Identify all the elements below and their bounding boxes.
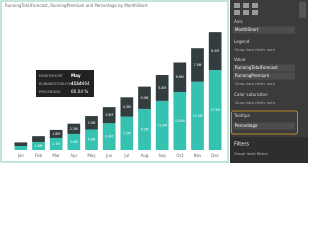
section-header: Value [234,57,246,62]
bar-segment [49,137,63,150]
bar-segment [208,32,222,71]
data-label: 13.0M [175,119,185,123]
tooltip-field[interactable]: Percentage [235,123,258,128]
section-header: Axis [234,19,243,24]
visual-border [0,0,229,163]
data-label: 2.3M [70,127,78,131]
x-tick-label: Jan [17,153,25,158]
bar-segment [85,129,98,150]
data-label: 4.6M [88,138,96,142]
data-label: 2.7M [52,142,60,146]
tooltip-label: RUNNINGTOTALFORECAST [39,82,83,86]
tooltip-box [36,70,94,97]
placeholder: Drag data fields here [235,100,276,105]
bar-segment [85,116,98,130]
bar-segment [191,48,204,82]
scroll-tab[interactable] [299,2,306,18]
x-tick-label: May [87,153,96,158]
value-field[interactable]: RunningPremium [235,73,269,78]
data-label: 5.0M [141,96,149,100]
data-label: 6.0M [105,135,113,139]
bar-segment [120,116,134,150]
plot: Jan Feb 1.8M Mar 2.7M 1.8M Apr 3.6M 2.3M May 4.6M 3… [14,32,222,158]
data-label: 11.0M [157,123,167,127]
bar-segment [14,142,28,146]
data-label: 8.5M [211,49,219,53]
placeholder: Drag data fields here [235,81,276,86]
page: RunningTotalForecast, RunningPremium and… [0,0,308,163]
icon[interactable] [252,3,258,8]
data-label: 3.0M [88,121,96,125]
data-label: 4.3M [123,105,131,109]
x-tick-label: Feb [35,153,43,158]
icon[interactable] [234,10,240,15]
bar-segment [102,107,116,124]
bar-segment [138,86,151,109]
data-label: 6.6M [176,75,184,79]
panel-icons [234,3,258,15]
panel-fields: Axis MonthShort Legend Drag data fields her… [230,19,308,163]
icon[interactable] [234,3,240,8]
data-label: 1.8M [52,132,60,136]
data-label: 7.5M [194,63,202,67]
screen: RunningTotalForecast, RunningPremium and… [0,0,308,163]
chart-title: RunningTotalForecast, RunningPremium and… [5,3,148,8]
bar-segment [67,133,81,150]
x-tick-label: Apr [70,153,77,158]
icon[interactable] [252,10,258,15]
tooltip-value: 60.04 % [71,89,88,94]
bar-segment [155,100,169,150]
section-header: Color saturation [234,92,268,97]
bar-segment [67,123,81,134]
x-tick-label: Aug [141,153,149,158]
tooltip-value: May [71,73,81,78]
tooltip-field-box[interactable] [233,122,295,130]
x-tick-label: Dec [211,153,219,158]
bar-segment [32,136,45,142]
bar-segment [155,75,169,101]
placeholder: Drag data fields here [235,47,276,52]
section-header: Tooltips [233,113,250,118]
section-header: Legend [234,39,250,44]
tooltip: MONTHSHORT May RUNNINGTOTALFORECAST4554464… [36,70,94,97]
x-tick-label: Jun [105,153,113,158]
data-label: 17.9M [210,108,220,112]
axis-field[interactable]: MonthShort [235,27,259,32]
bar-segment [32,141,45,150]
icon[interactable] [243,10,249,15]
x-tick-label: Oct [176,153,183,158]
tooltip-label: PERCENTAGE [39,90,61,94]
x-tick-label: Jul [123,153,129,158]
bar-segment [173,62,187,92]
bar-segment [191,81,204,150]
data-label: 5.8M [158,86,166,90]
data-label: 15.3M [193,114,203,118]
filters-bar [230,137,308,163]
bar-segment [173,91,187,150]
filters-sub: Visual level filters [234,151,268,156]
highlight-box [231,110,298,135]
filters-header: Filters [234,142,249,148]
value-field-box[interactable] [233,64,295,72]
bar-segment [138,108,151,150]
data-label: 3.6M [105,113,113,117]
data-label: 9.2M [141,127,149,131]
x-tick-label: Sep [158,153,166,158]
icon[interactable] [243,3,249,8]
value-field-box[interactable] [233,72,295,80]
bar-segment [208,70,222,150]
data-label: 7.5M [123,131,131,135]
tooltip-label: MONTHSHORT [39,74,64,78]
x-tick-label: Mar [52,153,60,158]
bar-segment [120,97,134,117]
axis-field-box[interactable] [233,26,295,34]
bar-segment [14,145,28,150]
bar-segment [102,123,116,150]
bar-segment [49,129,63,138]
data-label: 1.8M [35,144,43,148]
tooltip-value: 4554464 [71,81,90,86]
data-label: 3.6M [70,140,78,144]
value-field[interactable]: RunningTotalForecast [235,65,278,70]
x-tick-label: Nov [194,153,202,158]
